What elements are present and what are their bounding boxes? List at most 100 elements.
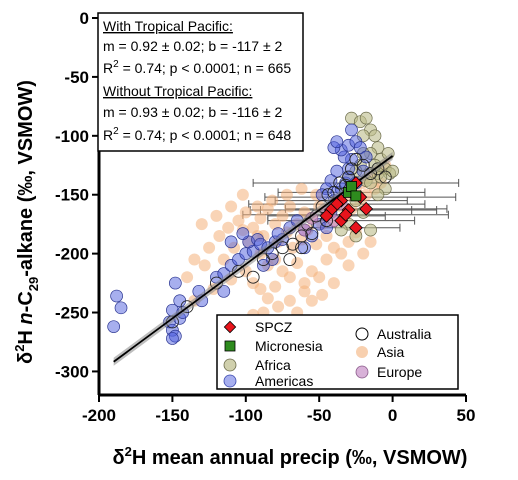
point-americas xyxy=(330,164,344,178)
point-asia xyxy=(320,253,333,266)
point-asia xyxy=(335,247,348,260)
point-asia xyxy=(298,277,311,290)
point-asia xyxy=(364,235,377,248)
point-asia xyxy=(188,253,201,266)
point-americas xyxy=(236,227,250,240)
legend-label-australia: Australia xyxy=(377,326,432,342)
point-spcz xyxy=(338,207,353,222)
point-asia xyxy=(327,277,340,290)
point-asia xyxy=(210,209,223,222)
legend-marker-australia xyxy=(355,327,369,341)
point-africa xyxy=(359,111,373,125)
x-tick-label: -50 xyxy=(307,406,332,425)
y-tick-label: 0 xyxy=(80,9,89,28)
x-tick-label: -200 xyxy=(82,406,116,425)
legend-marker-asia xyxy=(356,346,368,358)
point-asia xyxy=(225,200,238,213)
legend-marker-spcz xyxy=(223,320,237,334)
y-tick-label: -50 xyxy=(64,68,89,87)
legend-label-africa: Africa xyxy=(255,357,291,373)
point-americas xyxy=(298,241,311,255)
point-australia xyxy=(276,241,289,255)
point-asia xyxy=(269,280,282,293)
point-americas xyxy=(330,135,344,149)
point-asia xyxy=(283,200,296,213)
stats-with-heading: With Tropical Pacific: xyxy=(103,18,233,34)
point-americas xyxy=(353,141,367,154)
stats-without-fit: m = 0.93 ± 0.02; b = -116 ± 2 xyxy=(103,104,283,120)
point-australia xyxy=(246,270,260,284)
point-africa xyxy=(374,170,388,184)
point-asia xyxy=(283,271,296,284)
point-asia xyxy=(316,288,329,301)
legend-label-spcz: SPCZ xyxy=(255,319,293,335)
point-asia xyxy=(269,218,282,231)
legend: SPCZ Micronesia Africa Americas Australi… xyxy=(216,314,459,390)
point-asia xyxy=(236,188,249,201)
point-asia xyxy=(298,285,311,298)
point-australia xyxy=(295,241,309,255)
point-australia xyxy=(283,253,297,266)
point-asia xyxy=(222,221,235,234)
point-americas xyxy=(224,235,238,249)
y-tick-label: -300 xyxy=(55,362,89,381)
x-tick-label: 50 xyxy=(457,406,476,425)
legend-label-americas: Americas xyxy=(255,373,313,389)
stats-without-heading: Without Tropical Pacific: xyxy=(103,83,252,99)
point-asia xyxy=(295,182,308,195)
point-australia xyxy=(356,158,370,172)
point-asia xyxy=(313,271,326,284)
point-asia xyxy=(286,241,299,254)
point-asia xyxy=(283,294,296,307)
point-asia xyxy=(305,294,318,307)
point-asia xyxy=(276,209,289,222)
point-asia xyxy=(195,218,208,231)
point-asia xyxy=(254,282,267,295)
stats-with-r2: R2 = 0.74; p < 0.0001; n = 665 xyxy=(103,59,291,76)
point-americas xyxy=(114,301,128,315)
point-americas xyxy=(217,284,231,298)
point-asia xyxy=(254,212,267,225)
point-asia xyxy=(198,259,211,272)
point-australia xyxy=(333,176,347,190)
point-asia xyxy=(181,271,194,284)
y-axis-title: δ2H n-C29-alkane (‰, VSMOW) xyxy=(12,80,41,364)
legend-label-micronesia: Micronesia xyxy=(255,338,323,354)
point-australia xyxy=(378,170,392,184)
point-asia xyxy=(232,214,245,227)
point-africa xyxy=(386,164,399,178)
point-spcz xyxy=(348,220,363,235)
y-ticks: 0 -50 -100 -150 -200 -250 -300 xyxy=(55,9,99,381)
legend-label-asia: Asia xyxy=(377,344,404,360)
highlight-markers xyxy=(319,176,374,235)
legend-marker-africa xyxy=(223,358,237,372)
point-africa xyxy=(364,176,377,190)
point-spcz xyxy=(319,208,334,223)
point-spcz xyxy=(359,201,374,216)
point-asia xyxy=(239,206,252,219)
point-asia xyxy=(261,292,274,305)
point-asia xyxy=(266,194,279,207)
point-asia xyxy=(203,241,216,254)
point-americas xyxy=(168,276,182,290)
x-ticks: -200 -150 -100 -50 0 50 xyxy=(82,395,475,425)
y-tick-label: -250 xyxy=(55,304,89,323)
x-axis-title: δ2H mean annual precip (‰, VSMOW) xyxy=(113,444,468,469)
point-asia xyxy=(280,188,293,201)
data-points xyxy=(107,111,399,345)
stats-box: With Tropical Pacific: m = 0.92 ± 0.02; … xyxy=(97,12,304,152)
legend-marker-europe xyxy=(355,365,369,379)
point-americas xyxy=(173,294,187,308)
point-africa xyxy=(371,188,385,202)
x-tick-label: 0 xyxy=(388,406,397,425)
point-micronesia xyxy=(346,181,357,192)
legend-label-europe: Europe xyxy=(377,364,422,380)
point-africa xyxy=(368,129,382,143)
y-tick-label: -100 xyxy=(55,127,89,146)
point-africa xyxy=(364,223,377,237)
point-americas xyxy=(359,150,373,164)
point-americas xyxy=(345,123,358,137)
point-asia xyxy=(357,247,370,260)
point-americas xyxy=(110,289,123,303)
